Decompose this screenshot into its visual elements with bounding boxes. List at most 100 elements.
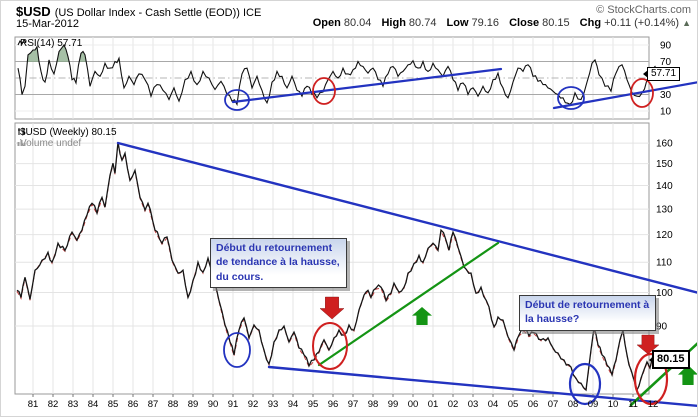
price-y-tick-label: 110: [656, 258, 672, 269]
x-year-label: 95: [308, 399, 319, 410]
red-down-arrow-1995: [319, 296, 345, 320]
x-year-label: 12: [648, 399, 659, 410]
price-legend: $USD (Weekly) 80.15: [17, 127, 117, 138]
main-circle-1991-blue: [223, 332, 251, 368]
rsi-line: [17, 43, 658, 107]
x-year-label: 11: [628, 399, 638, 410]
rsi-uptrend-2008: [552, 81, 697, 110]
rsi-y-tick-label: 90: [660, 41, 672, 52]
rsi-y-tick-label: 30: [660, 90, 672, 101]
open-value: 80.04: [343, 17, 372, 29]
high-value: 80.74: [408, 17, 437, 29]
x-year-label: 10: [608, 399, 619, 410]
x-year-label: 08: [568, 399, 579, 410]
x-year-label: 81: [28, 399, 39, 410]
close-label: Close: [509, 17, 540, 29]
volume-legend: Volume undef: [17, 138, 81, 149]
rsi-circle-2008-blue: [557, 86, 585, 110]
chg-value: +0.11 (+0.14%): [604, 17, 680, 29]
price-y-tick-label: 130: [656, 205, 673, 216]
price-y-tick-label: 140: [656, 181, 673, 192]
ohlc-readout: Open 80.04 High 80.74 Low 79.16 Close 80.15 …: [306, 17, 691, 29]
symbol-description: (US Dollar Index - Cash Settle (EOD)) IC…: [54, 7, 262, 19]
annotation-box-2011-reversal: Début de retournement à la hausse?: [519, 295, 657, 331]
price-y-tick-label: 150: [656, 159, 673, 170]
open-label: Open: [312, 17, 341, 29]
close-value: 80.15: [542, 17, 570, 29]
green-up-arrow-2012: [678, 365, 697, 385]
rsi-uptrend-1991: [231, 67, 503, 104]
price-line: [16, 141, 658, 392]
x-year-label: 93: [268, 399, 279, 410]
change-up-triangle-icon: ▲: [682, 18, 691, 28]
x-year-label: 99: [388, 399, 399, 410]
x-year-label: 97: [348, 399, 359, 410]
main-circle-2008-blue: [568, 362, 602, 406]
price-panel-layer: [16, 141, 658, 393]
x-year-label: 04: [488, 399, 499, 410]
rsi-y-tick-label: 10: [660, 107, 672, 118]
price-y-tick-label: 160: [656, 139, 673, 150]
price-y-tick-label: 120: [656, 230, 673, 241]
rsi-panel-layer: [17, 43, 658, 107]
x-year-label: 03: [468, 399, 479, 410]
x-year-label: 98: [368, 399, 379, 410]
main-circle-1995-red: [312, 322, 348, 370]
x-year-label: 06: [528, 399, 539, 410]
volume-legend-label: Volume undef: [20, 138, 82, 149]
low-value: 79.16: [471, 17, 500, 29]
red-down-arrow-2011: [636, 334, 660, 355]
x-year-label: 94: [288, 399, 299, 410]
main-upper-resistance: [116, 141, 697, 294]
rsi-circle-2011-red: [630, 78, 654, 108]
x-year-label: 02: [448, 399, 459, 410]
price-legend-label: $USD (Weekly) 80.15: [20, 127, 117, 138]
rsi-value-tag: 57.71: [642, 67, 681, 81]
rsi-legend: RSI(14) 57.71: [17, 38, 82, 49]
x-year-label: 00: [408, 399, 419, 410]
annotation-line: Début du retournement: [216, 242, 333, 254]
annotation-line: du cours.: [216, 270, 264, 283]
rsi-circle-1991-blue: [224, 89, 250, 111]
symbol: $USD: [16, 4, 51, 19]
main-lower-support: [267, 365, 697, 408]
chart-date: 15-Mar-2012: [16, 18, 79, 30]
x-year-label: 88: [168, 399, 179, 410]
x-year-label: 01: [428, 399, 439, 410]
x-year-label: 05: [508, 399, 519, 410]
x-year-label: 83: [68, 399, 79, 410]
x-year-label: 82: [48, 399, 59, 410]
x-year-label: 86: [128, 399, 139, 410]
main-green-uptrend-1995: [317, 241, 500, 367]
stockcharts-credit: © StockCharts.com: [596, 4, 691, 16]
x-year-label: 09: [588, 399, 599, 410]
x-year-label: 07: [548, 399, 559, 410]
annotation-line: la hausse?: [525, 313, 580, 326]
rsi-y-tick-label: 70: [660, 57, 672, 68]
main-circle-2011-red: [633, 352, 669, 406]
x-year-label: 91: [228, 399, 239, 410]
low-label: Low: [446, 17, 469, 29]
annotation-overlay-layer: [116, 67, 697, 408]
chg-label: Chg: [579, 17, 602, 29]
annotation-line: Début de retournement à: [525, 299, 650, 311]
x-year-label: 92: [248, 399, 259, 410]
chart-header: $USD (US Dollar Index - Cash Settle (EOD)…: [16, 3, 262, 19]
rsi-circle-1995-red: [312, 77, 336, 105]
x-year-label: 90: [208, 399, 219, 410]
price-y-tick-label: 100: [656, 288, 673, 299]
x-year-label: 89: [188, 399, 199, 410]
x-year-label: 87: [148, 399, 159, 410]
price-y-tick-label: 90: [656, 322, 668, 333]
high-label: High: [381, 17, 406, 29]
annotation-box-1995-reversal: Début du retournement de tendance à la h…: [210, 238, 347, 289]
last-price-tag: 80.15: [649, 350, 690, 369]
rsi-legend-label: RSI(14) 57.71: [20, 38, 83, 49]
annotation-line: de tendance à la hausse,: [216, 256, 340, 269]
x-year-label: 96: [328, 399, 339, 410]
green-up-arrow-1999: [412, 307, 432, 325]
x-year-label: 85: [108, 399, 119, 410]
